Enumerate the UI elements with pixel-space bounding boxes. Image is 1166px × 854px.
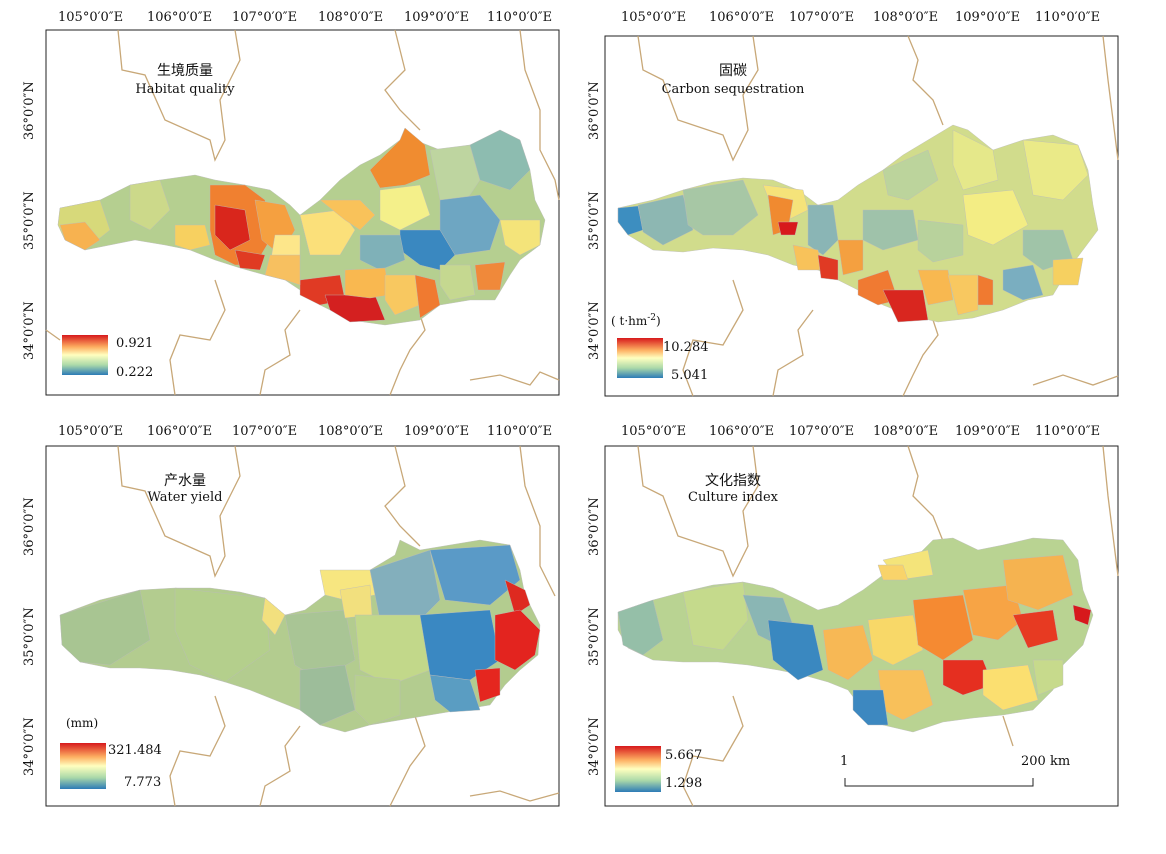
legend-max: 5.667 [665,748,703,763]
map-panel-culture-index: 105°0′0″E 106°0′0″E 107°0′0″E 108°0′0″E … [583,420,1166,854]
study-area-map [59,539,541,733]
panel-title-en: Habitat quality [135,82,235,97]
lat-label: 34°0′0″N [22,301,37,360]
panel-title-cn: 文化指数 [705,473,761,489]
lon-label: 106°0′0″E [709,424,775,439]
lon-label: 105°0′0″E [58,10,124,25]
lon-label: 110°0′0″E [487,424,553,439]
lon-label: 110°0′0″E [487,10,553,25]
lon-label: 106°0′0″E [147,424,213,439]
legend-unit: (mm) [66,716,99,730]
legend-min: 1.298 [665,776,703,791]
province-boundaries [45,29,560,396]
lon-label: 107°0′0″E [232,424,298,439]
legend-max: 0.921 [116,336,154,351]
lon-label: 109°0′0″E [404,424,470,439]
lat-label: 35°0′0″N [587,191,602,250]
legend-color-ramp [62,335,108,375]
lon-label: 105°0′0″E [621,10,687,25]
lon-label: 106°0′0″E [709,10,775,25]
lat-label: 34°0′0″N [22,717,37,776]
lon-label: 110°0′0″E [1035,424,1101,439]
panel-title-cn: 生境质量 [157,63,213,79]
lon-label: 109°0′0″E [955,424,1021,439]
map-panel-water-yield: 105°0′0″E 106°0′0″E 107°0′0″E 108°0′0″E … [0,420,583,854]
province-boundaries [637,35,1119,397]
legend-color-ramp [617,338,663,378]
legend-max: 10.284 [663,340,709,355]
lat-label: 34°0′0″N [587,717,602,776]
lat-label: 35°0′0″N [22,191,37,250]
lon-label: 108°0′0″E [318,424,384,439]
legend-unit: ( t·hm-2) [611,313,661,328]
study-area-map [617,537,1094,733]
lon-label: 110°0′0″E [1035,10,1101,25]
scale-bar-left-label: 1 [840,754,849,769]
scale-bar-right-label: 200 km [1021,754,1071,769]
study-area-map [57,127,546,326]
legend-min: 0.222 [116,365,154,380]
map-frame [45,445,560,807]
map-panel-habitat-quality: 105°0′0″E 106°0′0″E 107°0′0″E 108°0′0″E … [0,0,583,420]
lon-label: 107°0′0″E [232,10,298,25]
lat-label: 35°0′0″N [22,607,37,666]
legend-max: 321.484 [108,743,162,758]
lon-label: 108°0′0″E [318,10,384,25]
province-boundaries [117,445,560,807]
lat-label: 35°0′0″N [587,607,602,666]
panel-title-cn: 固碳 [719,63,747,79]
lat-label: 36°0′0″N [22,497,37,556]
legend-min: 7.773 [124,775,162,790]
lat-label: 34°0′0″N [587,301,602,360]
lon-label: 106°0′0″E [147,10,213,25]
map-frame [604,35,1119,397]
map-frame [604,445,1119,807]
panel-title-en: Carbon sequestration [661,82,805,97]
lat-label: 36°0′0″N [587,497,602,556]
lon-label: 108°0′0″E [873,424,939,439]
lon-label: 108°0′0″E [873,10,939,25]
map-panel-carbon-sequestration: 105°0′0″E 106°0′0″E 107°0′0″E 108°0′0″E … [583,0,1166,420]
panel-title-en: Culture index [688,490,778,505]
lon-label: 109°0′0″E [955,10,1021,25]
legend-min: 5.041 [671,368,709,383]
legend-color-ramp [60,743,106,789]
lon-label: 105°0′0″E [58,424,124,439]
panel-title-cn: 产水量 [164,473,206,489]
province-boundaries [637,445,1119,807]
scale-bar [844,778,1034,787]
lon-label: 105°0′0″E [621,424,687,439]
lon-label: 107°0′0″E [789,424,855,439]
lat-label: 36°0′0″N [22,81,37,140]
legend-color-ramp [615,746,661,792]
lon-label: 107°0′0″E [789,10,855,25]
lon-label: 109°0′0″E [404,10,470,25]
panel-title-en: Water yield [147,490,223,505]
study-area-map [617,124,1099,323]
lat-label: 36°0′0″N [587,81,602,140]
map-frame [45,29,560,396]
